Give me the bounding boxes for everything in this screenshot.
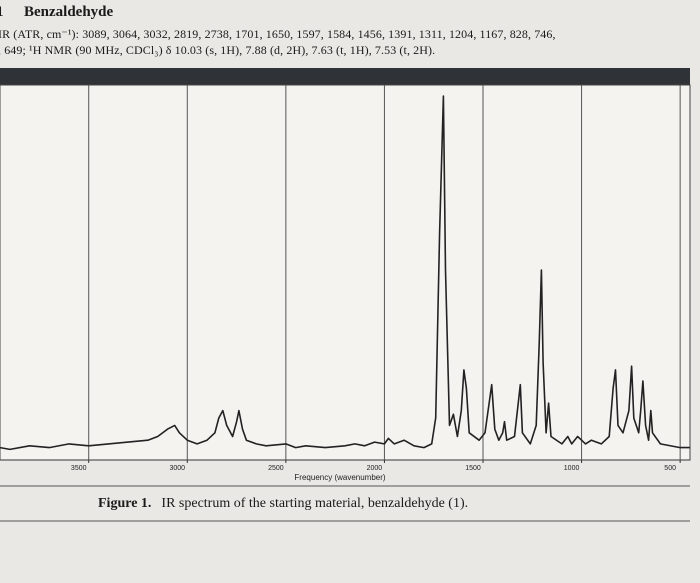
nmr-data: , 649; ¹H NMR (90 MHz, CDCl₃) δ 10.03 (s… [0, 43, 436, 57]
caption: Figure 1. IR spectrum of the starting mat… [98, 496, 468, 512]
x-tick-label: 2000 [367, 465, 383, 472]
plot-area [0, 84, 691, 461]
caption-label: Figure 1. [98, 496, 152, 511]
ir-data: IR (ATR, cm⁻¹): 3089, 3064, 3032, 2819, … [0, 27, 556, 41]
x-tick-label: 1500 [465, 465, 481, 472]
x-tick-label: 3500 [71, 465, 87, 472]
compound-title: Benzaldehyde [24, 4, 114, 20]
caption-text: IR spectrum of the starting material, be… [161, 496, 469, 511]
section-number: 1 [0, 4, 4, 21]
x-axis-label: Frequency (wavenumber) [294, 473, 385, 482]
spectrum-line [0, 95, 690, 451]
chart-band [0, 68, 690, 85]
x-tick-label: 500 [664, 465, 676, 472]
x-tick-label: 3000 [169, 465, 185, 472]
x-tick-label: 1000 [564, 465, 580, 472]
x-tick-label: 2500 [268, 465, 284, 472]
